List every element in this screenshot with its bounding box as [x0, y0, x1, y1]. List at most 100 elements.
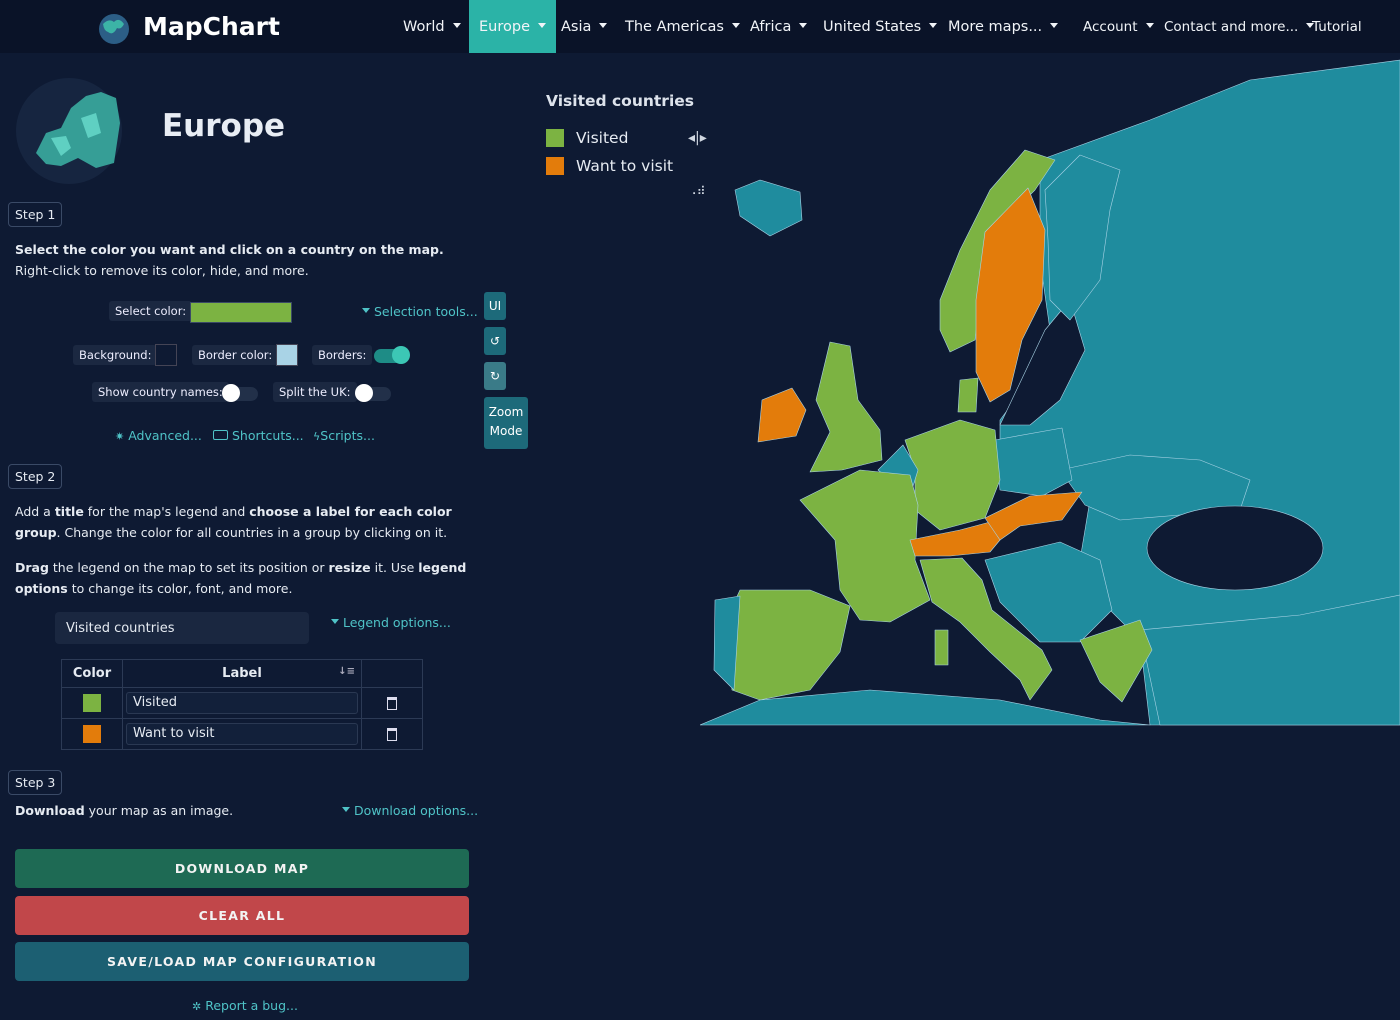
legend-swatch[interactable]: [546, 129, 564, 147]
text-segment: Select the color you want and click on a…: [15, 242, 444, 257]
show-names-label: Show country names:: [92, 382, 229, 402]
download-button[interactable]: DOWNLOAD MAP: [15, 849, 469, 888]
country[interactable]: [809, 341, 883, 473]
brand-logo: [99, 14, 129, 44]
page-title: Europe: [162, 108, 286, 144]
map-legend-title[interactable]: Visited countries: [546, 92, 694, 110]
text-segment: it. Use: [370, 560, 419, 575]
redo-button[interactable]: ↻: [484, 362, 506, 390]
border-color[interactable]: [276, 344, 298, 366]
instructions: Drag the legend on the map to set its po…: [15, 557, 470, 599]
country[interactable]: [909, 521, 1001, 557]
text-segment: Download: [15, 803, 85, 818]
delete-cell: [361, 687, 423, 719]
country[interactable]: [904, 419, 1001, 531]
europe-thumbnail: [16, 78, 122, 184]
text-segment: for the map's legend and: [83, 504, 250, 519]
text-segment: resize: [328, 560, 371, 575]
selected-color[interactable]: [190, 302, 292, 323]
text-segment: the legend on the map to set its positio…: [48, 560, 329, 575]
country[interactable]: [799, 469, 931, 623]
legend-swatch[interactable]: [546, 157, 564, 175]
country[interactable]: [975, 187, 1046, 403]
country[interactable]: [757, 387, 807, 443]
legend-drag-handle[interactable]: ⠠⠾: [688, 184, 706, 198]
nav-item[interactable]: United States: [813, 0, 947, 53]
table-header: [361, 659, 423, 688]
text-segment: to change its color, font, and more.: [67, 581, 293, 596]
nav-item[interactable]: Account: [1073, 0, 1164, 53]
country[interactable]: [1139, 594, 1400, 726]
country[interactable]: [700, 689, 1151, 726]
undo-button[interactable]: ↺: [484, 327, 506, 355]
nav-item[interactable]: Europe: [469, 0, 556, 53]
text-segment: your map as an image.: [84, 803, 234, 818]
select-color-label: Select color:: [109, 301, 193, 321]
step-badge: Step 1: [8, 202, 63, 227]
text-segment: Drag: [15, 560, 49, 575]
legend-table: Color Label ↓≡ Visited Want to visit: [61, 659, 423, 750]
advanced-link[interactable]: ✷ Advanced...: [115, 428, 202, 443]
sea: [1146, 505, 1324, 591]
label-cell: Want to visit: [122, 718, 362, 750]
table-header: Color: [61, 659, 123, 688]
nav-item[interactable]: More maps...: [938, 0, 1068, 53]
country[interactable]: [957, 377, 979, 413]
delete-button[interactable]: [387, 727, 397, 741]
country[interactable]: [984, 491, 1083, 541]
nav-item[interactable]: World: [393, 0, 471, 53]
nav-item[interactable]: Africa: [740, 0, 817, 53]
nav-item[interactable]: Contact and more...: [1154, 0, 1324, 53]
split-uk-label: Split the UK:: [273, 382, 357, 402]
legend-label[interactable]: Want to visit: [576, 157, 674, 175]
zoom-mode-button[interactable]: Zoom Mode: [484, 397, 528, 449]
borders-label: Borders:: [312, 345, 373, 365]
show-names-toggle[interactable]: [222, 384, 258, 402]
legend-resize-handle[interactable]: ◂|▸: [688, 130, 707, 146]
text-segment: . Change the color for all countries in …: [56, 525, 448, 540]
country[interactable]: [934, 629, 949, 666]
background-label: Background:: [73, 345, 158, 365]
table-row: Want to visit: [61, 718, 423, 750]
report-bug-link[interactable]: ✲ Report a bug...: [192, 998, 298, 1013]
nav-item[interactable]: Asia: [551, 0, 617, 53]
legend-options-link[interactable]: Legend options...: [331, 615, 451, 630]
country[interactable]: [713, 595, 741, 691]
label-input[interactable]: Visited: [126, 692, 358, 714]
clear-button[interactable]: CLEAR ALL: [15, 896, 469, 935]
nav-item[interactable]: Tutorial: [1312, 19, 1362, 35]
text-segment: title: [54, 504, 84, 519]
country[interactable]: [725, 589, 851, 701]
navbar: MapChart World Europe Asia The Americas Afri…: [0, 0, 1400, 53]
country[interactable]: [919, 557, 1053, 701]
selection-tools-link[interactable]: Selection tools...: [362, 304, 478, 319]
delete-button[interactable]: [387, 696, 397, 710]
color-cell: [61, 718, 123, 750]
country[interactable]: [1044, 154, 1121, 321]
nav-item[interactable]: The Americas: [615, 0, 750, 53]
step-badge: Step 3: [8, 770, 63, 795]
label-input[interactable]: Want to visit: [126, 723, 358, 745]
text-segment: choose a label for each color group: [15, 504, 452, 540]
split-uk-toggle[interactable]: [355, 384, 391, 402]
legend-title-input[interactable]: Visited countries: [55, 612, 309, 644]
ui-button[interactable]: UI: [484, 292, 506, 320]
brand[interactable]: MapChart: [143, 12, 280, 41]
background-color[interactable]: [155, 344, 177, 366]
country[interactable]: [994, 427, 1073, 497]
country[interactable]: [1079, 619, 1153, 703]
legend-label[interactable]: Visited: [576, 129, 629, 147]
country[interactable]: [734, 179, 803, 237]
borders-toggle[interactable]: [374, 346, 410, 364]
save-load-button[interactable]: SAVE/LOAD MAP CONFIGURATION: [15, 942, 469, 981]
text-segment: Add a: [15, 504, 55, 519]
shortcuts-link[interactable]: Shortcuts...: [213, 428, 304, 443]
color-cell: [61, 687, 123, 719]
color-swatch[interactable]: [83, 725, 101, 743]
country[interactable]: [984, 541, 1113, 643]
scripts-link[interactable]: ϟScripts...: [313, 428, 375, 443]
table-header: Label ↓≡: [122, 659, 362, 688]
download-options-link[interactable]: Download options...: [342, 803, 478, 818]
color-swatch[interactable]: [83, 694, 101, 712]
